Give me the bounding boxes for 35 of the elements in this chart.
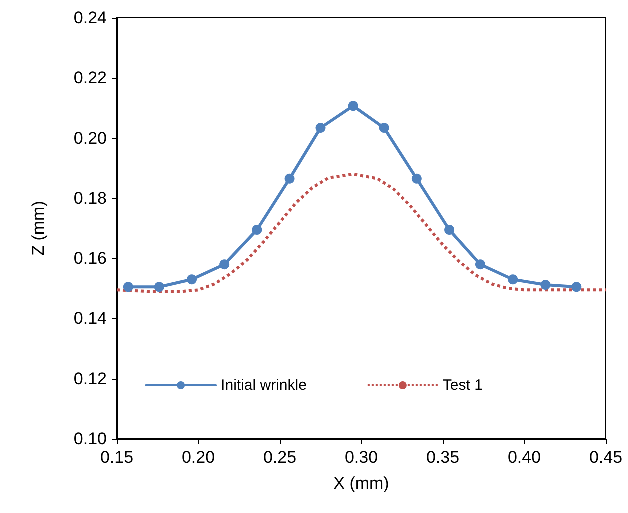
point (572, 282, 582, 292)
x-tick-label: 0.30 (344, 448, 378, 467)
x-tick-label: 0.15 (100, 448, 134, 467)
point (252, 225, 262, 235)
y-axis-title: Z (mm) (29, 201, 48, 256)
point (540, 280, 551, 290)
point (123, 282, 134, 292)
y-tick-label: 0.10 (74, 430, 107, 448)
point (508, 274, 518, 285)
legend-label: Test 1 (442, 377, 483, 394)
y-tick-label: 0.24 (74, 8, 107, 28)
point (220, 260, 230, 270)
line-series (116, 172, 608, 294)
x-tick-label: 0.35 (426, 448, 460, 467)
point (186, 274, 197, 285)
y-tick-label: 0.12 (74, 369, 107, 388)
y-tick-label: 0.14 (74, 309, 107, 328)
y-tick-label: 0.22 (74, 68, 107, 88)
point (476, 260, 486, 270)
point (348, 101, 358, 112)
x-tick-label: 0.45 (589, 448, 623, 467)
point (316, 123, 326, 134)
x-tick-label: 0.40 (508, 448, 542, 467)
x-axis-title: X (mm) (334, 474, 390, 493)
point (444, 225, 455, 235)
y-tick-label: 0.18 (74, 188, 107, 208)
point (412, 174, 422, 184)
x-tick-label: 0.20 (182, 448, 216, 467)
x-tick-label: 0.25 (263, 448, 297, 467)
y-tick-label: 0.20 (74, 128, 107, 148)
point (154, 282, 164, 292)
legend-label: Initial wrinkle (221, 377, 307, 394)
y-tick-label: 0.16 (74, 249, 107, 268)
point (379, 123, 390, 134)
point (284, 174, 295, 184)
